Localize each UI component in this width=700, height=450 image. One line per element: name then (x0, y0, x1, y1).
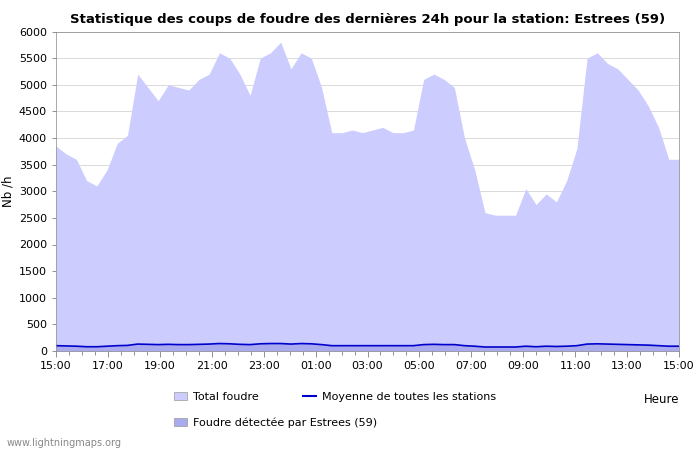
Text: www.lightningmaps.org: www.lightningmaps.org (7, 438, 122, 448)
Title: Statistique des coups de foudre des dernières 24h pour la station: Estrees (59): Statistique des coups de foudre des dern… (70, 13, 665, 26)
Y-axis label: Nb /h: Nb /h (1, 176, 15, 207)
Text: Heure: Heure (643, 392, 679, 405)
Legend: Foudre détectée par Estrees (59): Foudre détectée par Estrees (59) (174, 417, 377, 428)
